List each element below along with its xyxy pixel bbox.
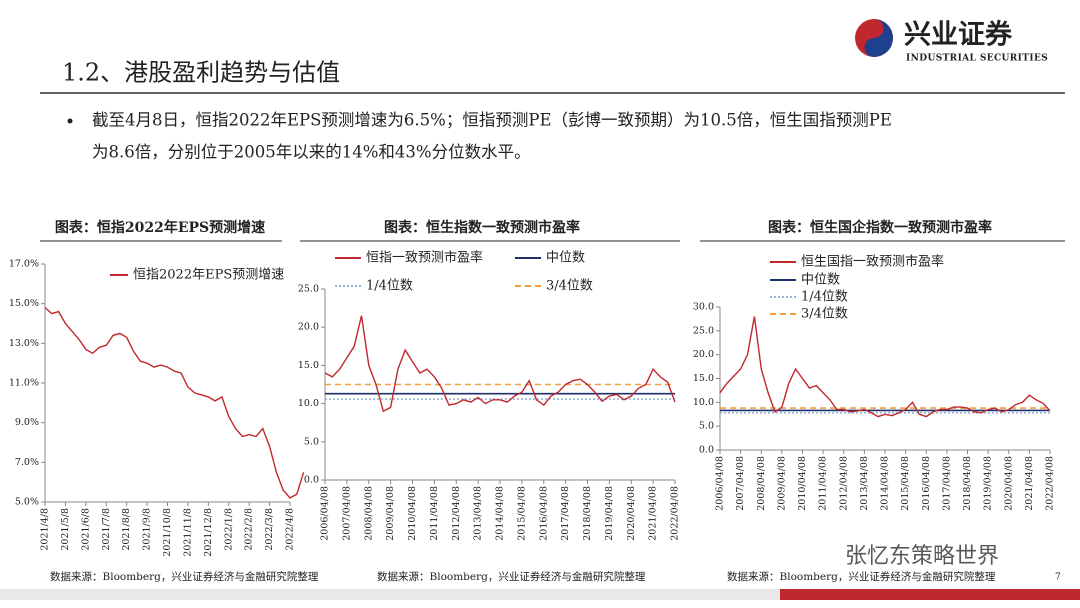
x-tick-label: 2020/04/08 — [1003, 456, 1014, 511]
x-tick-label: 2013/04/08 — [473, 486, 484, 541]
legend-label: 中位数 — [801, 273, 840, 288]
legend-label: 1/4位数 — [801, 290, 848, 305]
x-tick-label: 2018/04/08 — [582, 486, 593, 541]
slide-title: 1.2、港股盈利趋势与估值 — [62, 59, 340, 87]
x-tick-label: 2016/04/08 — [921, 456, 932, 511]
y-tick-label: 0.0 — [699, 445, 714, 456]
y-tick-label: 25.0 — [693, 325, 714, 336]
x-tick-label: 2020/04/08 — [626, 486, 637, 541]
x-tick-label: 2014/04/08 — [880, 456, 891, 511]
y-tick-label: 11.0% — [9, 378, 39, 389]
y-tick-label: 5.0 — [304, 436, 319, 447]
x-tick-label: 2021/04/08 — [1024, 456, 1035, 511]
x-tick-label: 2012/04/08 — [451, 486, 462, 541]
chart-title: 图表：恒生国企指数一致预测市盈率 — [768, 219, 992, 236]
x-tick-label: 2006/04/08 — [320, 486, 331, 541]
x-tick-label: 2015/04/08 — [516, 486, 527, 541]
x-tick-label: 2022/3/8 — [264, 508, 275, 551]
logo-subtext: INDUSTRIAL SECURITIES — [906, 54, 1048, 64]
x-tick-label: 2015/04/08 — [900, 456, 911, 511]
y-tick-label: 10.0 — [298, 398, 319, 409]
chart-title: 图表：恒生指数一致预测市盈率 — [384, 219, 580, 236]
legend-label: 3/4位数 — [801, 307, 848, 322]
x-tick-label: 2021/4/8 — [40, 508, 51, 551]
legend-label: 恒指2022年EPS预测增速 — [133, 268, 284, 283]
x-tick-label: 2021/9/8 — [142, 508, 153, 551]
x-tick-label: 2009/04/08 — [385, 486, 396, 541]
series-line — [44, 307, 305, 499]
chart-title: 图表：恒指2022年EPS预测增速 — [55, 219, 265, 236]
y-tick-label: 15.0 — [298, 360, 319, 371]
x-tick-label: 2010/04/08 — [407, 486, 418, 541]
bullet-dot — [67, 118, 73, 124]
y-tick-label: 7.0% — [15, 457, 39, 468]
x-tick-label: 2021/10/8 — [162, 508, 173, 557]
source-note: 数据来源：Bloomberg，兴业证券经济与金融研究院整理 — [50, 570, 319, 583]
series-line — [719, 316, 1051, 418]
y-tick-label: 25.0 — [298, 284, 319, 295]
y-tick-label: 20.0 — [298, 322, 319, 333]
logo: 兴业证券 INDUSTRIAL SECURITIES — [855, 19, 1048, 64]
watermark: 张忆东策略世界 — [845, 544, 999, 569]
x-tick-label: 2022/2/8 — [244, 508, 255, 551]
x-tick-label: 2011/04/08 — [818, 456, 829, 511]
x-tick-label: 2010/04/08 — [797, 456, 808, 511]
x-tick-label: 2021/11/8 — [182, 508, 193, 557]
y-tick-label: 17.0% — [9, 259, 39, 270]
y-tick-label: 13.0% — [9, 338, 39, 349]
bullet-line: 截至4月8日，恒指2022年EPS预测增速为6.5%；恒指预测PE（彭博一致预期… — [92, 111, 892, 130]
x-tick-label: 2021/5/8 — [60, 508, 71, 551]
x-tick-label: 2011/04/08 — [429, 486, 440, 541]
x-tick-label: 2021/04/08 — [648, 486, 659, 541]
footer-band-accent — [780, 589, 1080, 600]
x-tick-label: 2021/6/8 — [80, 508, 91, 551]
x-tick-label: 2021/8/8 — [121, 508, 132, 551]
logo-text: 兴业证券 — [904, 19, 1013, 51]
legend-label: 恒生国指一致预测市盈率 — [801, 254, 944, 270]
footer-band — [0, 589, 780, 600]
legend-label: 中位数 — [546, 251, 585, 266]
x-tick-label: 2022/04/08 — [670, 486, 681, 541]
x-tick-label: 2012/04/08 — [838, 456, 849, 511]
x-tick-label: 2022/04/08 — [1045, 456, 1056, 511]
y-tick-label: 5.0% — [15, 497, 39, 508]
x-tick-label: 2017/04/08 — [560, 486, 571, 541]
y-tick-label: 15.0 — [693, 373, 714, 384]
x-tick-label: 2008/04/08 — [756, 456, 767, 511]
y-tick-label: 15.0% — [9, 298, 39, 309]
x-tick-label: 2016/04/08 — [538, 486, 549, 541]
x-tick-label: 2006/04/08 — [715, 456, 726, 511]
x-tick-label: 2021/7/8 — [101, 508, 112, 551]
x-tick-label: 2022/1/8 — [223, 508, 234, 551]
legend-label: 1/4位数 — [366, 279, 413, 294]
source-note: 数据来源：Bloomberg，兴业证券经济与金融研究院整理 — [377, 570, 646, 583]
legend-label: 恒指一致预测市盈率 — [366, 250, 483, 266]
x-tick-label: 2018/04/08 — [962, 456, 973, 511]
x-tick-label: 2017/04/08 — [941, 456, 952, 511]
x-tick-label: 2019/04/08 — [604, 486, 615, 541]
x-tick-label: 2008/04/08 — [363, 486, 374, 541]
y-tick-label: 9.0% — [15, 417, 39, 428]
y-tick-label: 20.0 — [693, 349, 714, 360]
y-tick-label: 30.0 — [693, 302, 714, 313]
y-tick-label: 5.0 — [699, 421, 714, 432]
x-tick-label: 2007/04/08 — [735, 456, 746, 511]
x-tick-label: 2014/04/08 — [495, 486, 506, 541]
x-tick-label: 2019/04/08 — [983, 456, 994, 511]
legend-label: 3/4位数 — [546, 279, 593, 294]
source-note: 数据来源：Bloomberg，兴业证券经济与金融研究院整理 — [727, 570, 996, 583]
x-tick-label: 2022/4/8 — [285, 508, 296, 551]
x-tick-label: 2007/04/08 — [341, 486, 352, 541]
y-tick-label: 10.0 — [693, 397, 714, 408]
y-tick-label: 0.0 — [304, 475, 319, 486]
page-number: 7 — [1055, 573, 1061, 583]
x-tick-label: 2009/04/08 — [776, 456, 787, 511]
series-line — [324, 315, 676, 413]
bullet-line: 为8.6倍，分别位于2005年以来的14%和43%分位数水平。 — [92, 143, 531, 162]
logo-icon-half — [864, 19, 893, 57]
x-tick-label: 2021/12/8 — [203, 508, 214, 557]
x-tick-label: 2013/04/08 — [859, 456, 870, 511]
